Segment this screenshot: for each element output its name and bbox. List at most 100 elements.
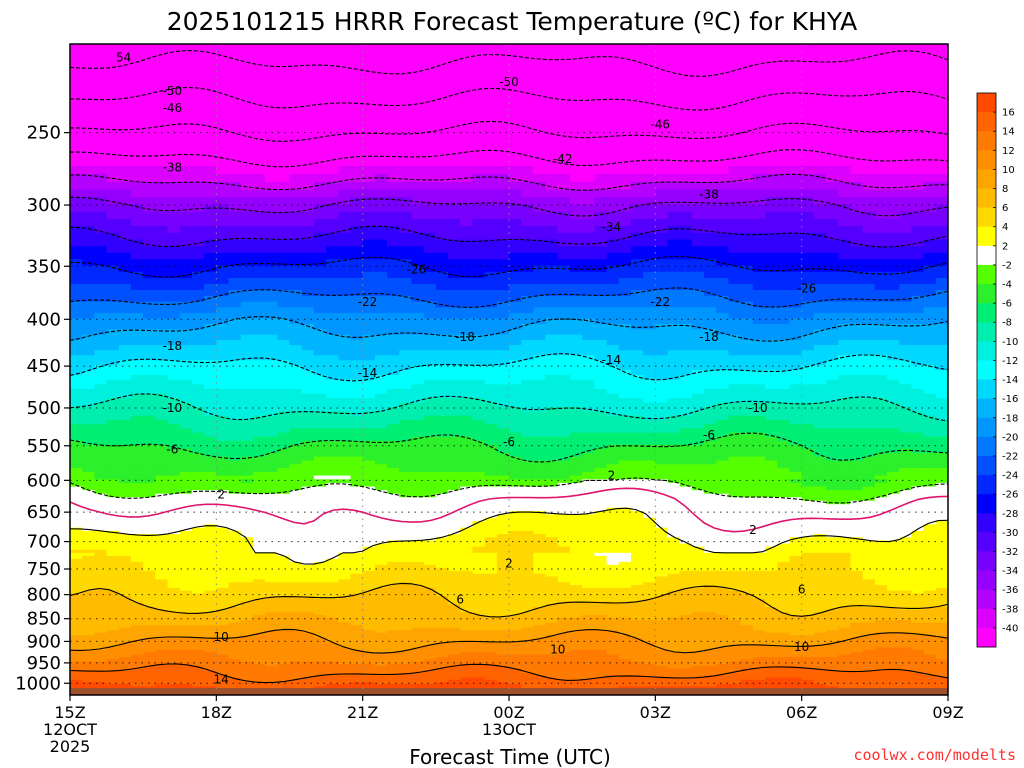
field-cell [411,284,425,291]
field-cell [472,65,486,77]
field-cell [704,211,717,220]
field-cell [899,181,913,191]
field-cell [545,448,559,454]
field-cell [643,65,657,77]
field-cell [435,339,449,346]
field-cell [582,345,596,351]
field-cell [911,295,925,303]
field-cell [838,415,852,421]
field-cell [130,460,144,466]
field-cell [630,284,644,291]
field-cell [740,289,754,297]
field-cell [191,406,205,413]
field-cell [911,277,925,285]
field-cell [826,218,839,227]
field-cell [545,436,559,442]
field-cell [569,54,583,67]
field-cell [606,374,620,381]
field-cell [801,225,815,234]
field-cell [460,284,474,291]
field-cell [740,428,754,434]
field-cell [387,402,400,408]
field-cell [509,339,522,346]
field-cell [691,174,705,183]
field-cell [350,345,364,351]
field-cell [777,323,791,331]
field-cell [496,123,510,134]
field-cell [569,370,583,376]
field-cell [338,460,352,466]
field-cell [618,415,632,421]
field-cell [252,265,266,273]
field-cell [179,277,193,285]
field-cell [484,174,498,183]
field-cell [472,181,486,191]
field-cell [887,85,900,97]
field-cell [460,370,474,376]
field-cell [557,85,571,97]
field-cell [216,339,230,346]
field-cell [813,444,827,450]
field-cell [130,284,144,291]
field-cell [350,370,364,376]
field-cell [423,406,437,413]
field-cell [496,271,510,279]
field-cell [70,355,83,361]
field-cell [826,197,839,206]
field-cell [509,157,522,167]
field-cell [228,350,242,356]
field-cell [387,312,400,320]
field-cell [887,295,900,303]
field-cell [118,284,132,291]
field-cell [716,141,730,151]
field-cell [143,384,157,390]
field-cell [313,141,327,151]
field-cell [191,301,205,309]
field-cell [423,318,437,325]
field-cell [362,464,376,469]
field-cell [338,95,352,106]
field-cell [167,388,181,395]
field-cell [582,166,596,175]
field-cell [70,211,83,220]
field-cell [228,239,242,247]
field-cell [277,452,291,458]
field-cell [752,355,766,361]
field-cell [569,355,583,361]
field-cell [911,456,925,462]
field-cell [545,444,559,450]
field-cell [167,149,181,159]
field-cell [106,157,120,167]
field-cell [521,289,535,297]
field-cell [216,252,230,260]
field-cell [728,323,742,331]
field-cell [155,365,169,371]
field-cell [923,197,937,206]
field-cell [252,384,266,390]
field-cell [326,444,339,450]
field-cell [448,218,461,227]
field-cell [850,329,864,336]
field-cell [70,232,83,241]
field-cell [374,393,388,399]
field-cell [191,271,205,279]
field-cell [740,402,754,408]
field-cell [521,149,535,159]
field-cell [338,355,352,361]
field-cell [155,345,169,351]
field-cell [545,339,559,346]
field-cell [533,174,547,183]
field-cell [935,432,948,438]
field-cell [240,345,254,351]
field-cell [204,360,218,366]
field-cell [740,85,754,97]
field-cell [399,149,413,159]
field-cell [813,307,827,314]
field-cell [94,265,108,273]
field-cell [862,370,876,376]
field-cell [155,75,169,87]
field-cell [606,460,620,466]
field-cell [509,295,522,303]
field-cell [448,444,461,450]
field-cell [460,365,474,371]
